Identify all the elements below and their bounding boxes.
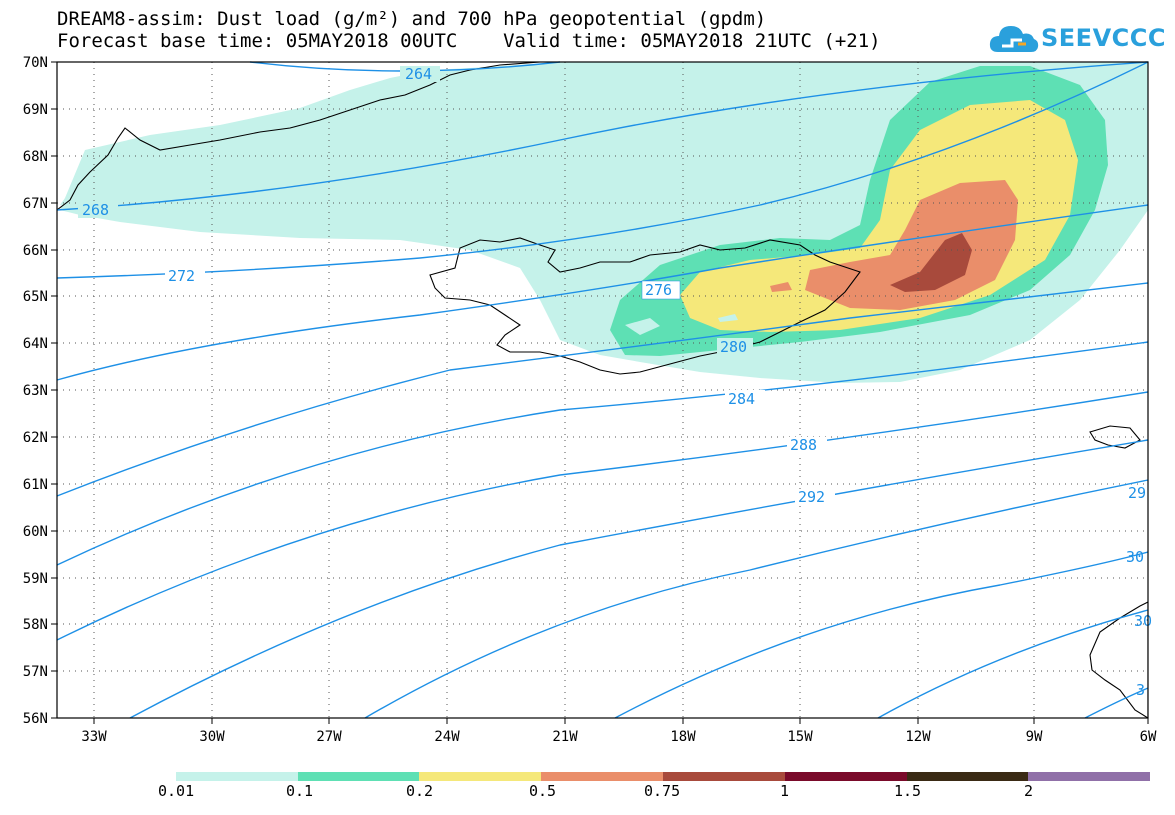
contour-272: [56, 61, 1149, 279]
dust-area-0.75: [890, 233, 972, 292]
contour-label: 30: [1134, 612, 1152, 630]
seevccc-logo: SEEVCCC: [988, 18, 1166, 58]
contour-label: 30: [1126, 548, 1144, 566]
contour-292: [129, 439, 1149, 719]
lat-label: 60N: [23, 524, 48, 540]
colorbar-segment-3: [541, 772, 663, 781]
dust-fields: [60, 62, 1148, 383]
lon-label: 15W: [787, 729, 813, 745]
contour-label: 280: [720, 338, 747, 356]
contour-304: [877, 609, 1149, 719]
longitude-labels: 33W 30W 27W 24W 21W 18W 15W 12W 9W 6W: [81, 729, 1157, 745]
lat-label: 68N: [23, 149, 48, 165]
logo-text: SEEVCCC: [1041, 24, 1166, 52]
contour-labels: 264 268 272 276 280 284 288 292 29 30 30…: [78, 65, 1152, 699]
lat-label: 65N: [23, 289, 48, 305]
latitude-labels: 70N 69N 68N 67N 66N 65N 64N 63N 62N 61N …: [23, 55, 48, 727]
title-line-1: DREAM8-assim: Dust load (g/m²) and 700 h…: [57, 8, 767, 30]
lon-label: 18W: [670, 729, 696, 745]
scotland-coast: [1089, 601, 1148, 718]
lon-label: 6W: [1140, 729, 1157, 745]
lat-label: 61N: [23, 477, 48, 493]
colorbar-label: 0.01: [158, 782, 195, 800]
lat-label: 66N: [23, 243, 48, 259]
colorbar-label: 1.5: [894, 782, 922, 800]
lat-label: 59N: [23, 571, 48, 587]
contour-label: 276: [645, 281, 672, 299]
contour-296: [364, 479, 1149, 719]
lon-label: 27W: [316, 729, 342, 745]
contour-label: 272: [168, 267, 195, 285]
contour-label: 264: [405, 65, 432, 83]
contour-label: 268: [82, 201, 109, 219]
contour-label: 29: [1128, 484, 1146, 502]
colorbar-segment-6: [907, 772, 1028, 781]
contour-284: [56, 341, 1149, 566]
contour-label: 292: [798, 488, 825, 506]
axis-ticks: [51, 61, 1149, 724]
title-line-2: Forecast base time: 05MAY2018 00UTC Vali…: [57, 30, 881, 52]
lon-label: 33W: [81, 729, 107, 745]
contour-276: [56, 204, 1149, 381]
contour-280: [56, 282, 1149, 497]
cloud-logo-icon: [989, 26, 1039, 52]
lat-label: 70N: [23, 55, 48, 71]
lat-label: 56N: [23, 711, 48, 727]
colorbar-segment-7: [1028, 772, 1150, 781]
lat-label: 67N: [23, 196, 48, 212]
colorbar-segment-2: [419, 772, 541, 781]
colorbar-segment-5: [785, 772, 907, 781]
lat-label: 64N: [23, 336, 48, 352]
lat-label: 58N: [23, 617, 48, 633]
colorbar-segment-1: [298, 772, 419, 781]
geopotential-contours: [56, 61, 1149, 719]
colorbar-segment-0: [176, 772, 298, 781]
iceland-coast: [429, 237, 861, 375]
lon-label: 21W: [552, 729, 578, 745]
contour-300: [614, 551, 1149, 719]
colorbar-label: 2: [1024, 782, 1034, 800]
colorbar-segment-4: [663, 772, 785, 781]
contour-268: [56, 61, 1149, 211]
colorbar-label: 0.75: [644, 782, 681, 800]
faroe-coast: [1089, 425, 1141, 449]
contour-308: [1084, 687, 1149, 719]
lon-label: 12W: [905, 729, 931, 745]
contour-label: 3: [1136, 681, 1145, 699]
colorbar-label: 1: [780, 782, 790, 800]
contour-label: 288: [790, 436, 817, 454]
dust-area-0.01-sw: [60, 140, 150, 205]
lat-label: 62N: [23, 430, 48, 446]
lat-label: 69N: [23, 102, 48, 118]
colorbar-label: 0.1: [286, 782, 314, 800]
colorbar-label: 0.5: [529, 782, 557, 800]
lon-label: 9W: [1026, 729, 1043, 745]
contour-label: 284: [728, 390, 755, 408]
dust-area-0.5-small: [770, 282, 792, 292]
colorbar-label: 0.2: [406, 782, 434, 800]
lon-label: 30W: [199, 729, 225, 745]
lon-label: 24W: [434, 729, 460, 745]
gridlines: [57, 62, 1148, 718]
contour-288: [56, 391, 1149, 641]
dust-area-0.5: [805, 180, 1018, 310]
lat-label: 57N: [23, 664, 48, 680]
lat-label: 63N: [23, 383, 48, 399]
